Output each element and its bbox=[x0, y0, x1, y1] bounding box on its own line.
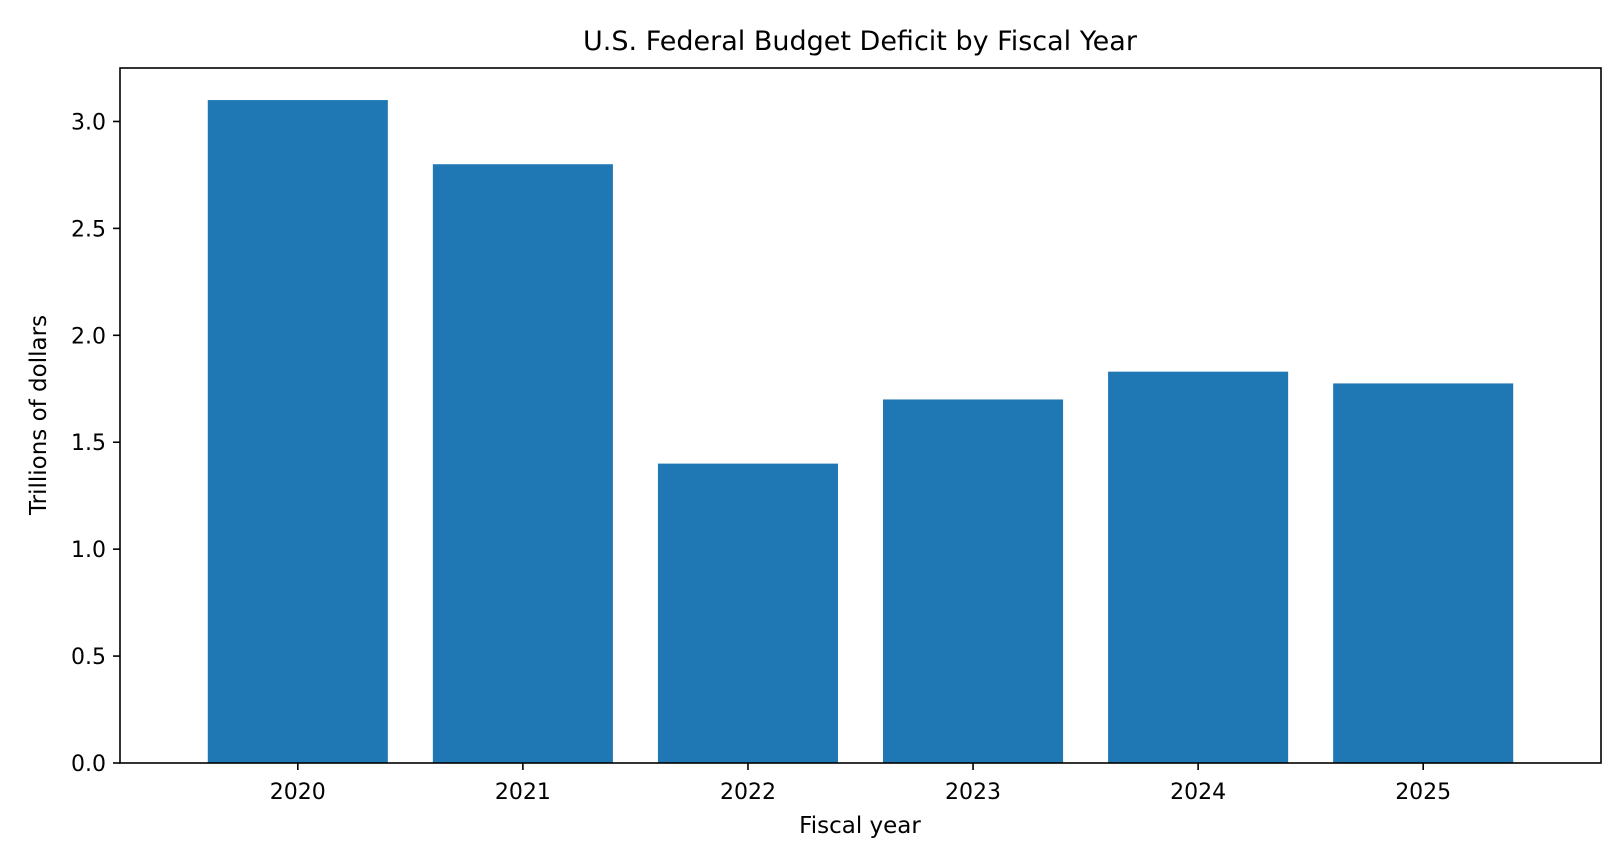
x-axis-ticks: 2020 2021 2022 2023 2024 2025 bbox=[270, 763, 1451, 805]
x-tick-label: 2020 bbox=[270, 780, 326, 805]
x-tick-label: 2023 bbox=[945, 780, 1001, 805]
y-tick-label: 1.5 bbox=[71, 431, 106, 456]
bar-2021 bbox=[432, 164, 613, 763]
y-axis-label: Trillions of dollars bbox=[26, 315, 52, 516]
plot-area-frame bbox=[119, 67, 1602, 764]
bars-layer bbox=[207, 100, 1514, 764]
bar-2025 bbox=[1333, 383, 1514, 763]
y-tick-label: 3.0 bbox=[71, 110, 106, 135]
bar-2022 bbox=[657, 463, 838, 763]
bar-2023 bbox=[883, 399, 1064, 763]
y-axis-ticks: 0.0 0.5 1.0 1.5 2.0 2.5 3.0 bbox=[71, 110, 120, 777]
bar-2020 bbox=[207, 100, 388, 764]
y-tick-label: 2.5 bbox=[71, 217, 106, 242]
y-tick-label: 0.5 bbox=[71, 645, 106, 670]
bar-2024 bbox=[1108, 371, 1289, 763]
y-tick-label: 0.0 bbox=[71, 752, 106, 777]
x-axis-label: Fiscal year bbox=[799, 813, 921, 839]
y-tick-label: 1.0 bbox=[71, 538, 106, 563]
x-tick-label: 2024 bbox=[1170, 780, 1226, 805]
x-tick-label: 2022 bbox=[720, 780, 776, 805]
chart-title: U.S. Federal Budget Deficit by Fiscal Ye… bbox=[583, 26, 1138, 57]
x-tick-label: 2025 bbox=[1395, 780, 1451, 805]
y-tick-label: 2.0 bbox=[71, 324, 106, 349]
x-tick-label: 2021 bbox=[495, 780, 551, 805]
